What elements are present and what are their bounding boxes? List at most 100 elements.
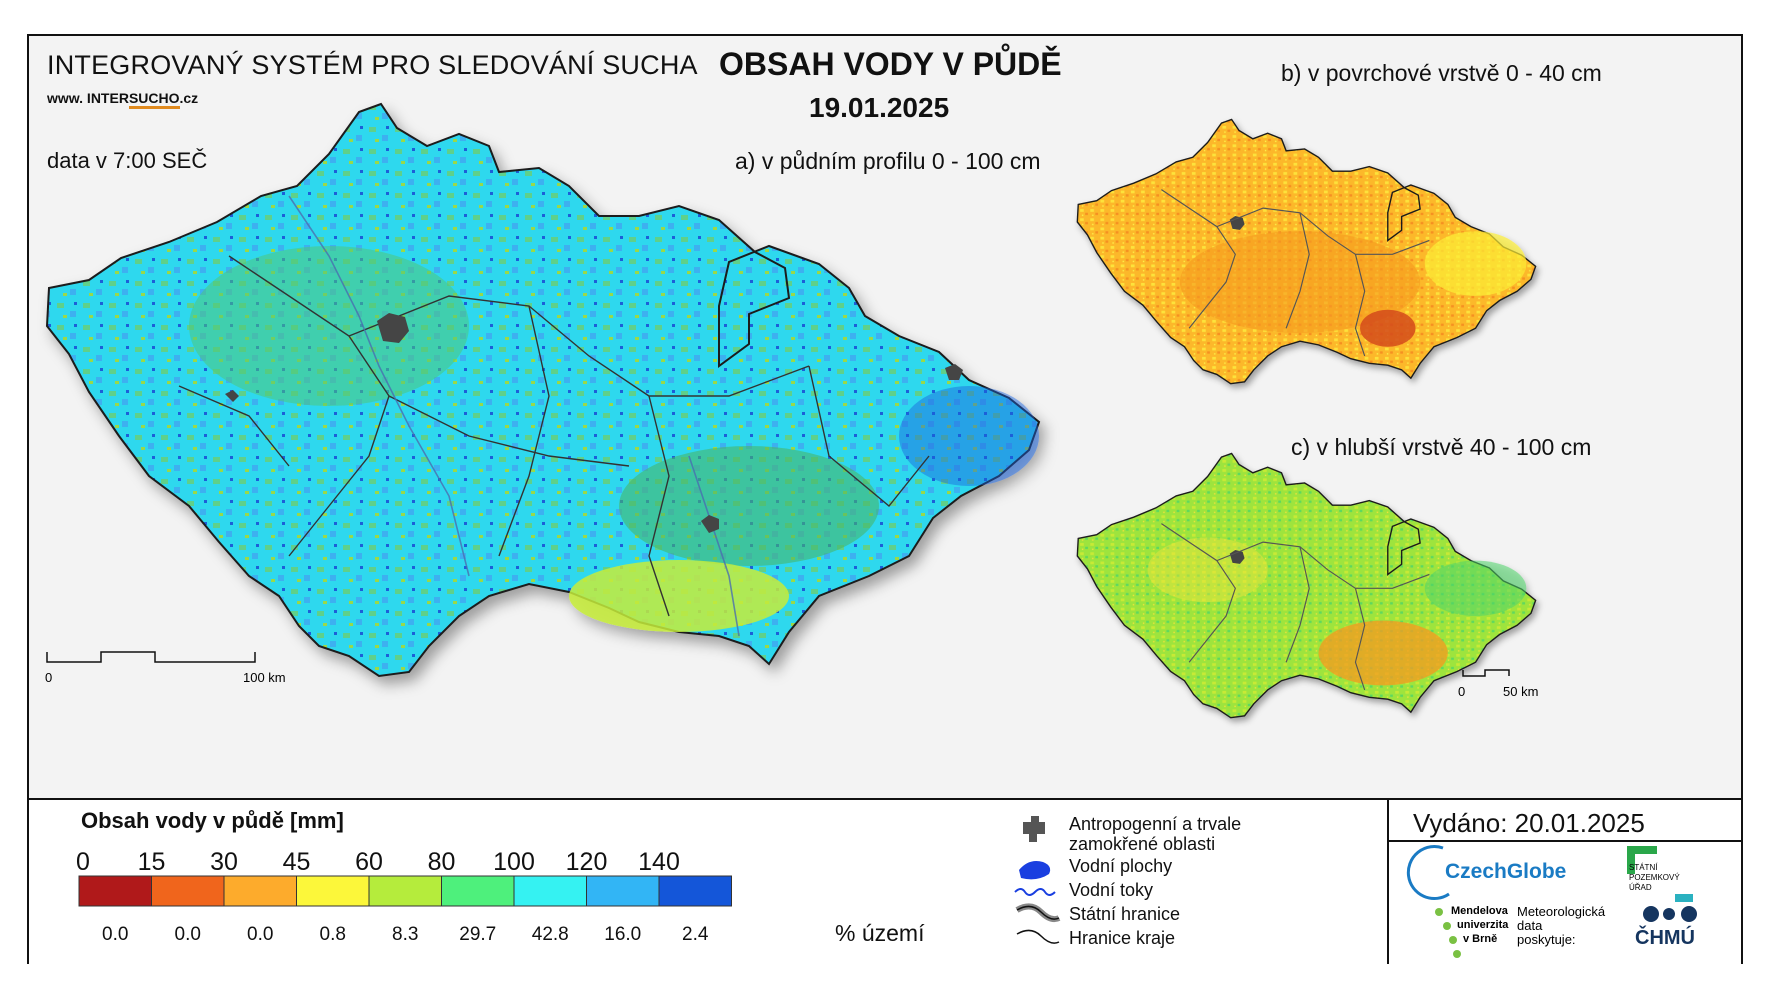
scale-main-end: 100 km	[243, 670, 286, 685]
system-title: INTEGROVANÝ SYSTÉM PRO SLEDOVÁNÍ SUCHA	[47, 50, 698, 80]
legend-divider	[1387, 800, 1389, 964]
legend-tick-label: 60	[355, 848, 383, 876]
main-date: 19.01.2025	[809, 92, 950, 123]
region-borders-c	[1161, 523, 1430, 691]
legend-tick-label: 140	[638, 848, 680, 876]
legend-tick-label: 45	[282, 848, 311, 876]
czech-outline-a	[45, 102, 1041, 678]
legend-title: Obsah vody v půdě [mm]	[81, 808, 344, 833]
spu-line1: STÁTNÍ	[1629, 863, 1658, 872]
mendel-line3: v Brně	[1463, 933, 1497, 945]
mendel-dot-1	[1435, 908, 1443, 916]
legend-percent-value: 8.3	[392, 924, 419, 945]
legend-percent-value: 42.8	[531, 924, 569, 945]
spu-logo-bar-v	[1627, 846, 1635, 874]
spu-line2: POZEMKOVÝ	[1629, 873, 1680, 882]
legend-percent-value: 0.0	[174, 924, 201, 945]
main-title: OBSAH VODY V PŮDĚ	[719, 46, 1062, 82]
website-link[interactable]: www. INTERSUCHO.cz	[47, 90, 199, 109]
data-time: data v 7:00 SEČ	[47, 148, 208, 173]
legend-class-swatch	[441, 875, 515, 907]
chmu-logo-text: ČHMÚ	[1635, 925, 1695, 949]
legend-class-swatch	[513, 875, 587, 907]
legend-class-swatch	[586, 875, 660, 907]
scale-small-end: 50 km	[1503, 684, 1538, 699]
scale-bar-small	[1462, 669, 1510, 677]
website-mid: SUCHO	[128, 90, 180, 109]
meteo-line2: data	[1517, 918, 1543, 933]
issued-date: Vydáno: 20.01.2025	[1413, 808, 1645, 838]
symbols-svg	[1014, 816, 1061, 944]
yellow-zone-east-b	[1424, 231, 1527, 296]
legend-tick-label: 0	[76, 848, 90, 876]
legend-tick-label: 30	[210, 848, 238, 876]
map-a	[45, 102, 1041, 678]
legend-percent-value: 0.0	[102, 924, 129, 945]
legend-percent-value: 0.8	[319, 924, 346, 945]
meteo-line3: poskytuje:	[1517, 932, 1576, 947]
mendel-line2: univerzita	[1457, 919, 1509, 931]
legend-class-swatch	[223, 875, 297, 907]
legend-tick-label: 100	[493, 848, 535, 876]
map-b	[1076, 118, 1537, 385]
legend-class-swatch	[78, 875, 152, 907]
scale-small-zero: 0	[1458, 684, 1465, 699]
blue-zone-east	[899, 386, 1039, 486]
orange-zone-c	[1318, 620, 1448, 686]
panel-b-label: b) v povrchové vrstvě 0 - 40 cm	[1281, 60, 1602, 86]
mendel-dot-3	[1449, 936, 1457, 944]
legend-class-swatch	[658, 875, 732, 907]
czechglobe-logo-text: CzechGlobe	[1445, 860, 1566, 883]
legend-class-swatch	[368, 875, 442, 907]
website-suffix: .cz	[179, 90, 199, 106]
mendel-line1: Mendelova	[1451, 905, 1509, 917]
symbol-water-label: Vodní plochy	[1069, 856, 1173, 876]
brno-urban-a	[701, 515, 719, 533]
green-zone-moravia	[619, 446, 879, 566]
percent-area-label: % území	[835, 920, 925, 946]
mendel-dot-4	[1453, 950, 1461, 958]
urban-area-icon	[1023, 816, 1045, 842]
spu-logo-accent	[1675, 894, 1693, 902]
region-borders-b	[1161, 189, 1430, 357]
legend-percent-value: 2.4	[682, 924, 709, 945]
ostrava-urban-a	[945, 364, 963, 380]
region-borders-a	[178, 255, 930, 617]
legend-color-bar	[78, 875, 732, 907]
meteo-line1: Meteorologická	[1517, 904, 1606, 919]
spu-line3: ÚŘAD	[1629, 883, 1652, 892]
legend-percent-value: 0.0	[247, 924, 274, 945]
yellow-zone-south-moravia	[569, 560, 789, 632]
water-body-icon	[1019, 861, 1051, 880]
logos-box: CzechGlobe STÁTNÍ POZEMKOVÝ ÚŘAD Mendelo…	[1389, 840, 1741, 964]
legend-class-swatch	[296, 875, 370, 907]
chmu-logo-dot-2	[1663, 908, 1675, 920]
region-border-icon	[1016, 929, 1060, 944]
panel-c-label: c) v hlubší vrstvě 40 - 100 cm	[1291, 434, 1592, 460]
chmu-logo-dot-3	[1681, 906, 1697, 922]
state-border-line-icon	[1016, 905, 1060, 920]
legend-percent-value: 29.7	[459, 924, 497, 945]
website-prefix: www. INTER	[47, 90, 129, 106]
map-area: INTEGROVANÝ SYSTÉM PRO SLEDOVÁNÍ SUCHA w…	[29, 36, 1741, 798]
maps-svg: 0 100 km	[45, 102, 1538, 719]
legend-tick-label: 80	[427, 848, 456, 876]
scale-bar-main	[46, 651, 256, 663]
chmu-logo-dot-1	[1643, 906, 1659, 922]
green-zone-bohemia	[189, 246, 469, 406]
plzen-urban-a	[225, 390, 239, 402]
map-c	[1076, 452, 1537, 719]
legend-tick-label: 120	[565, 848, 608, 876]
czechglobe-logo-arc	[1406, 845, 1450, 900]
mendel-dot-2	[1443, 922, 1451, 930]
red-zone-b	[1360, 309, 1416, 347]
map-frame: INTEGROVANÝ SYSTÉM PRO SLEDOVÁNÍ SUCHA w…	[27, 34, 1743, 964]
symbol-urban-label: Antropogenní a trvale zamokřené oblasti	[1069, 814, 1242, 854]
panel-a-label: a) v půdním profilu 0 - 100 cm	[735, 148, 1041, 174]
legend-area: Obsah vody v půdě [mm] 0 15 30 45 60 80 100 120…	[29, 798, 1741, 964]
logos-svg: CzechGlobe STÁTNÍ POZEMKOVÝ ÚŘAD Mendelo…	[1406, 845, 1697, 958]
scale-main-zero: 0	[45, 670, 52, 685]
legend-percent-value: 16.0	[604, 924, 642, 945]
green-zone-c	[1424, 560, 1527, 617]
legend-tick-label: 15	[137, 848, 166, 876]
